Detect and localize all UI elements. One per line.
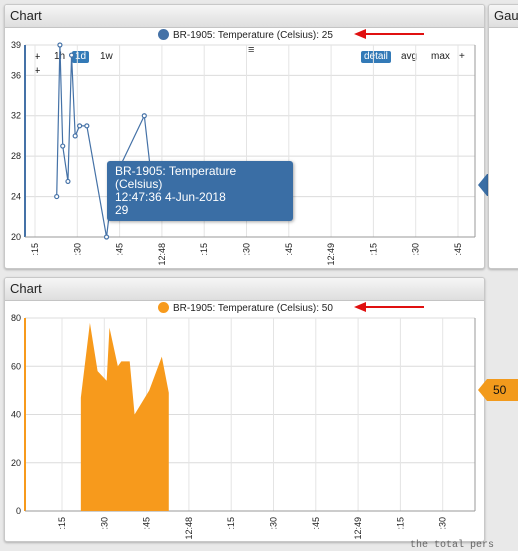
background-code-text: the total pers (410, 540, 495, 551)
y-tick-label: 36 (11, 70, 21, 80)
max-button[interactable]: max (431, 51, 450, 62)
aggregation-controls: detail avg max + (361, 51, 476, 65)
data-point-marker[interactable] (68, 52, 75, 58)
data-point-marker[interactable] (54, 193, 60, 200)
y-tick-label: 39 (11, 40, 21, 50)
chart-2-legend[interactable]: BR-1905: Temperature (Celsius): 50 (158, 302, 333, 314)
y-tick-label: 40 (11, 410, 21, 420)
data-point-marker[interactable] (141, 113, 147, 119)
y-tick-label: 28 (11, 151, 21, 161)
gauge-widget-title: Gau (489, 5, 518, 28)
expand-plus-icon-2[interactable]: + (34, 65, 41, 77)
gauge-widget: Gau (488, 4, 518, 269)
x-tick-label: :45 (453, 243, 463, 256)
x-tick-label: :15 (368, 243, 378, 256)
x-tick-label: 12:48 (157, 243, 167, 266)
detail-button[interactable]: detail (361, 51, 391, 63)
chart-1-legend-label: BR-1905: Temperature (Celsius): 25 (173, 30, 333, 41)
x-tick-label: :30 (242, 243, 252, 256)
legend-dot-icon (158, 29, 169, 40)
x-tick-label: 12:49 (353, 517, 363, 540)
annotation-arrow-1 (354, 29, 424, 39)
data-point-marker[interactable] (84, 123, 90, 129)
x-tick-label: :45 (311, 517, 321, 530)
x-tick-label: :15 (30, 243, 40, 256)
x-tick-label: :15 (57, 517, 67, 530)
chart-2-plot[interactable]: 0 20 40 60 80 :15 :30 :45 12:48 :15 :30 :45 12:49 :15… (5, 300, 484, 541)
x-tick-label: :30 (72, 243, 82, 256)
y-tick-label: 32 (11, 111, 21, 121)
x-tick-label: :15 (395, 517, 405, 530)
x-tick-label: :30 (438, 517, 448, 530)
y-tick-label: 24 (11, 192, 21, 202)
chart-widget-2: Chart BR-1905: Temperature (Celsius): 50… (4, 277, 485, 542)
data-point-marker[interactable] (103, 234, 110, 240)
data-point-marker[interactable] (60, 143, 66, 149)
zoom-1d-button[interactable]: 1d (72, 51, 90, 63)
chart-widget-2-title: Chart (5, 278, 484, 301)
x-tick-label: :15 (226, 517, 236, 530)
y-tick-label: 20 (11, 458, 21, 468)
x-tick-label: :30 (99, 517, 109, 530)
y-tick-label: 0 (16, 506, 21, 516)
data-point-marker[interactable] (57, 42, 63, 48)
tooltip-series-name: BR-1905: Temperature (Celsius) (115, 164, 237, 191)
chart-2-value-badge: 50 (478, 379, 518, 401)
x-tick-label: :30 (411, 243, 421, 256)
area-series[interactable] (80, 322, 169, 511)
x-tick-label: :15 (199, 243, 209, 256)
avg-button[interactable]: avg (401, 51, 418, 62)
tooltip-value: 29 (115, 203, 129, 217)
x-tick-label: 12:49 (326, 243, 336, 266)
annotation-arrow-2 (354, 302, 424, 312)
y-tick-label: 80 (11, 313, 21, 323)
chart-widget-1-title: Chart (5, 5, 484, 28)
x-tick-label: :30 (269, 517, 279, 530)
x-tick-label: :45 (115, 243, 125, 256)
y-tick-label: 60 (11, 361, 21, 371)
chart-widget-1: Chart BR-1905: Temperature (Celsius): 25… (4, 4, 485, 269)
data-point-marker[interactable] (72, 133, 78, 139)
zoom-1w-button[interactable]: 1w (100, 51, 113, 62)
tooltip-timestamp: 12:47:36 4-Jun-2018 (115, 190, 226, 204)
legend-dot-icon (158, 302, 169, 313)
add-series-plus-icon[interactable]: + (459, 51, 465, 62)
data-point-marker[interactable] (65, 178, 71, 185)
x-tick-label: :45 (142, 517, 152, 530)
chart-menu-icon[interactable]: ≡ (248, 44, 255, 56)
y-tick-label: 20 (11, 232, 21, 242)
data-point-tooltip: BR-1905: Temperature (Celsius) 12:47:36 … (107, 161, 293, 221)
chart-1-plot[interactable]: 20 24 28 32 36 39 :15 :30 :45 12:48 :15 :30 :45 12:49… (5, 27, 484, 268)
chart-2-legend-label: BR-1905: Temperature (Celsius): 50 (173, 303, 333, 314)
x-tick-label: :45 (284, 243, 294, 256)
x-tick-label: 12:48 (184, 517, 194, 540)
expand-plus-icon[interactable]: + (34, 51, 41, 63)
chart-1-legend[interactable]: BR-1905: Temperature (Celsius): 25 (158, 29, 333, 41)
data-point-marker[interactable] (77, 123, 83, 129)
